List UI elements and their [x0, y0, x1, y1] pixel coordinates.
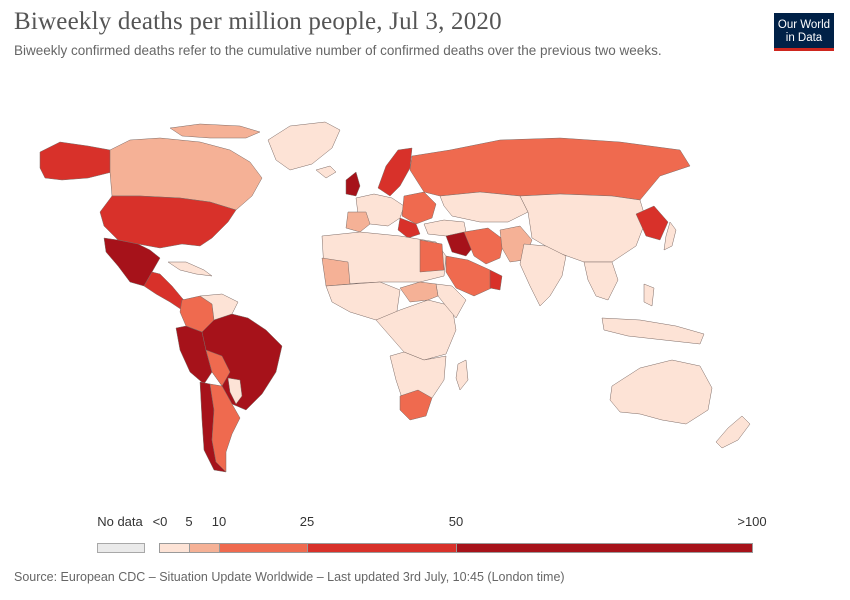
region-new-zealand	[715, 415, 751, 449]
region-mongolia-china	[519, 193, 647, 263]
source-note: Source: European CDC – Situation Update …	[14, 570, 565, 584]
region-mauritania	[321, 257, 351, 287]
region-usa	[99, 195, 237, 249]
region-australia	[609, 359, 713, 425]
region-kazakhstan	[439, 191, 529, 223]
region-oman	[489, 269, 503, 291]
legend-bin-10-25[interactable]	[219, 543, 308, 553]
chart-title: Biweekly deaths per million people, Jul …	[14, 8, 502, 35]
legend-bin-25-50[interactable]	[307, 543, 457, 553]
region-iceland	[315, 165, 337, 179]
region-central-africa	[375, 299, 457, 361]
chart-subtitle: Biweekly confirmed deaths refer to the c…	[14, 43, 662, 58]
region-bolivia	[205, 349, 231, 387]
region-uk	[345, 171, 361, 197]
region-philippines	[643, 283, 655, 307]
region-eastern-europe	[401, 191, 437, 225]
legend-bin-0-5[interactable]	[159, 543, 190, 553]
legend-tick-label-3: 25	[299, 514, 315, 529]
region-arctic-islands	[169, 123, 261, 139]
region-west-africa	[325, 281, 401, 321]
region-russia	[409, 137, 691, 201]
legend-tick-label-0: <0	[152, 514, 168, 529]
region-argentina	[209, 383, 241, 473]
region-arabia	[445, 255, 497, 297]
legend-no-data-label: No data	[97, 514, 143, 529]
logo-line-2: in Data	[785, 31, 823, 44]
region-egypt	[419, 239, 445, 273]
region-indonesia	[601, 317, 705, 345]
region-scandinavia	[377, 147, 413, 197]
region-india	[519, 243, 567, 307]
legend-tick-label-1: 5	[185, 514, 193, 529]
region-japan	[663, 221, 677, 251]
legend-bin-5-10[interactable]	[189, 543, 220, 553]
legend-tick-label-2: 10	[211, 514, 227, 529]
legend-tick-label-4: 50	[448, 514, 464, 529]
region-greenland	[267, 121, 341, 171]
region-alaska	[39, 141, 113, 181]
region-balkans	[397, 217, 421, 239]
region-spain	[345, 211, 371, 233]
region-caribbean	[167, 261, 213, 277]
owid-logo[interactable]: Our World in Data	[774, 13, 834, 51]
legend-no-data-swatch[interactable]	[97, 543, 145, 553]
region-madagascar	[455, 359, 469, 391]
region-south-africa	[399, 389, 433, 421]
region-southeast-asia	[583, 261, 619, 301]
legend-tick-label-5: >100	[737, 514, 767, 529]
region-china-east	[635, 205, 669, 241]
legend-bin-50-100[interactable]	[456, 543, 753, 553]
region-iran	[463, 227, 505, 265]
region-uruguay-paraguay	[227, 377, 243, 405]
region-sudan	[399, 281, 439, 303]
logo-line-1: Our World	[777, 18, 831, 31]
